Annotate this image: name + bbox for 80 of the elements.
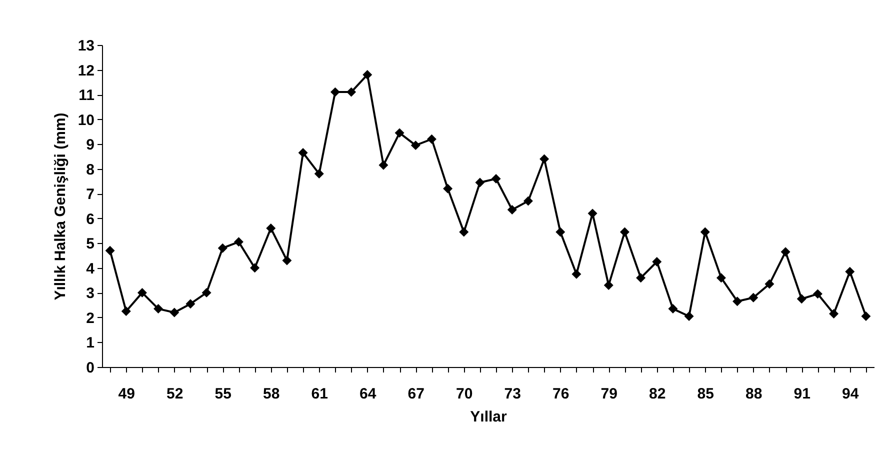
point	[507, 204, 517, 214]
y-tick-label: 5	[86, 236, 94, 253]
x-tick-label: 49	[118, 386, 135, 402]
point	[475, 178, 485, 188]
point	[443, 184, 453, 194]
x-tick-label: 73	[504, 386, 521, 402]
x-tick-label: 61	[311, 386, 328, 402]
point	[394, 128, 404, 138]
x-tick-label: 70	[456, 386, 473, 402]
point	[588, 208, 598, 218]
point	[234, 237, 244, 247]
y-tick-label: 9	[86, 136, 94, 154]
x-tick-label: 52	[166, 386, 184, 402]
point	[105, 246, 115, 256]
point	[491, 174, 501, 184]
y-tick-label: 1	[86, 334, 94, 352]
point	[780, 247, 790, 257]
point	[266, 224, 276, 234]
x-tick-label: 76	[552, 386, 570, 402]
y-tick-label: 8	[86, 161, 94, 178]
point	[636, 273, 646, 283]
x-tick-label: 64	[360, 386, 377, 402]
point	[250, 263, 260, 273]
point	[764, 279, 774, 289]
point	[748, 292, 758, 302]
point	[378, 160, 388, 170]
point	[540, 154, 550, 164]
x-tick-label: 58	[263, 386, 280, 402]
y-tick-label: 12	[78, 62, 94, 80]
point	[410, 140, 420, 150]
point	[845, 266, 855, 276]
point	[796, 294, 806, 304]
point	[604, 280, 614, 290]
y-tick-label: 7	[86, 186, 94, 204]
point	[202, 288, 212, 298]
point	[572, 269, 582, 279]
y-tick-label: 0	[86, 360, 94, 376]
point	[170, 308, 180, 318]
y-tick-label: 6	[86, 210, 94, 228]
point	[137, 288, 147, 298]
point	[330, 87, 340, 97]
x-tick-label: 79	[600, 386, 618, 402]
y-tick-label: 10	[78, 112, 94, 129]
y-tick-label: 3	[86, 285, 94, 302]
point	[426, 134, 436, 144]
point	[716, 273, 726, 283]
point	[314, 169, 324, 179]
point	[652, 256, 662, 266]
point	[523, 196, 533, 206]
x-tick-label: 82	[649, 386, 666, 402]
point	[154, 304, 164, 314]
x-tick-label: 88	[746, 386, 762, 402]
point	[362, 70, 372, 80]
point	[556, 227, 566, 237]
point	[298, 148, 308, 158]
y-tick-label: 11	[78, 87, 94, 104]
x-tick-label: 67	[408, 386, 424, 402]
point	[829, 309, 839, 318]
point	[346, 87, 356, 97]
point	[218, 243, 228, 253]
y-axis-title: Yıllık Halka Genişliği (mm)	[52, 112, 69, 300]
y-tick-label: 4	[86, 260, 96, 278]
point	[459, 227, 469, 237]
point	[861, 311, 871, 321]
point	[620, 227, 630, 237]
x-tick-label: 94	[842, 386, 860, 402]
point	[186, 299, 196, 309]
x-tick-label: 55	[214, 386, 232, 402]
point	[121, 306, 131, 316]
point	[684, 311, 694, 321]
point	[812, 289, 822, 299]
x-tick-label: 85	[697, 386, 714, 402]
y-tick-label: 13	[78, 38, 94, 54]
point	[282, 256, 292, 266]
point	[668, 304, 678, 314]
point	[700, 227, 710, 237]
x-axis-title: Yıllar	[470, 408, 508, 426]
y-tick-label: 2	[86, 310, 94, 327]
point	[732, 296, 742, 306]
x-tick-label: 91	[794, 386, 810, 402]
